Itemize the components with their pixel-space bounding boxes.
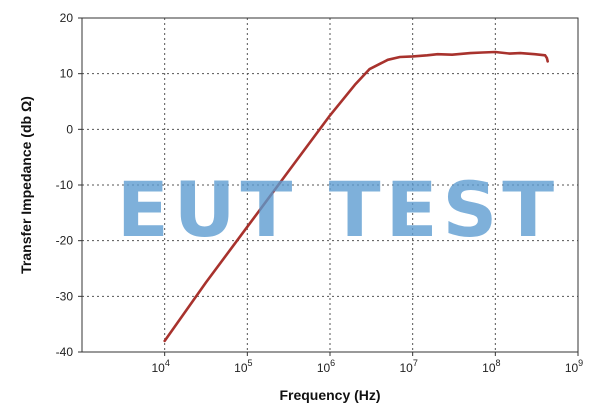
series-line [163, 50, 549, 343]
y-tick-label: -30 [56, 289, 74, 303]
tick-labels: 104 105 106 107 108 109 20 10 0 -10 -20 -30 -40 [56, 11, 584, 375]
x-tick-label: 106 [317, 358, 335, 375]
y-tick-label: -40 [56, 345, 74, 359]
x-tick-label: 107 [399, 358, 417, 375]
y-tick-label: 10 [60, 67, 74, 81]
watermark-text: EUT TEST [117, 165, 559, 254]
x-tick-label: 108 [482, 358, 500, 375]
y-tick-label: -10 [56, 178, 74, 192]
y-tick-label: 20 [60, 11, 74, 25]
grid [82, 18, 578, 352]
y-tick-label: 0 [66, 122, 73, 136]
x-tick-label: 104 [151, 358, 169, 375]
y-axis-title: Transfer Impedance (db Ω) [18, 96, 34, 274]
y-tick-label: -20 [56, 234, 74, 248]
x-tick-label: 105 [234, 358, 252, 375]
x-axis-title: Frequency (Hz) [279, 387, 380, 403]
x-tick-label: 109 [565, 358, 583, 375]
plot-frame [81, 17, 579, 353]
